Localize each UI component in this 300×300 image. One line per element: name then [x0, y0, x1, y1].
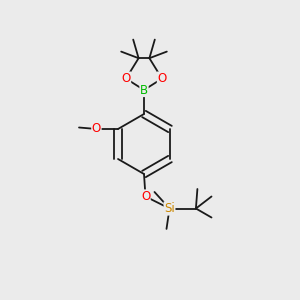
Text: O: O — [158, 72, 166, 85]
Text: O: O — [141, 190, 150, 203]
Text: O: O — [92, 122, 101, 136]
Text: O: O — [122, 72, 130, 85]
Text: Si: Si — [164, 202, 175, 215]
Text: B: B — [140, 83, 148, 97]
